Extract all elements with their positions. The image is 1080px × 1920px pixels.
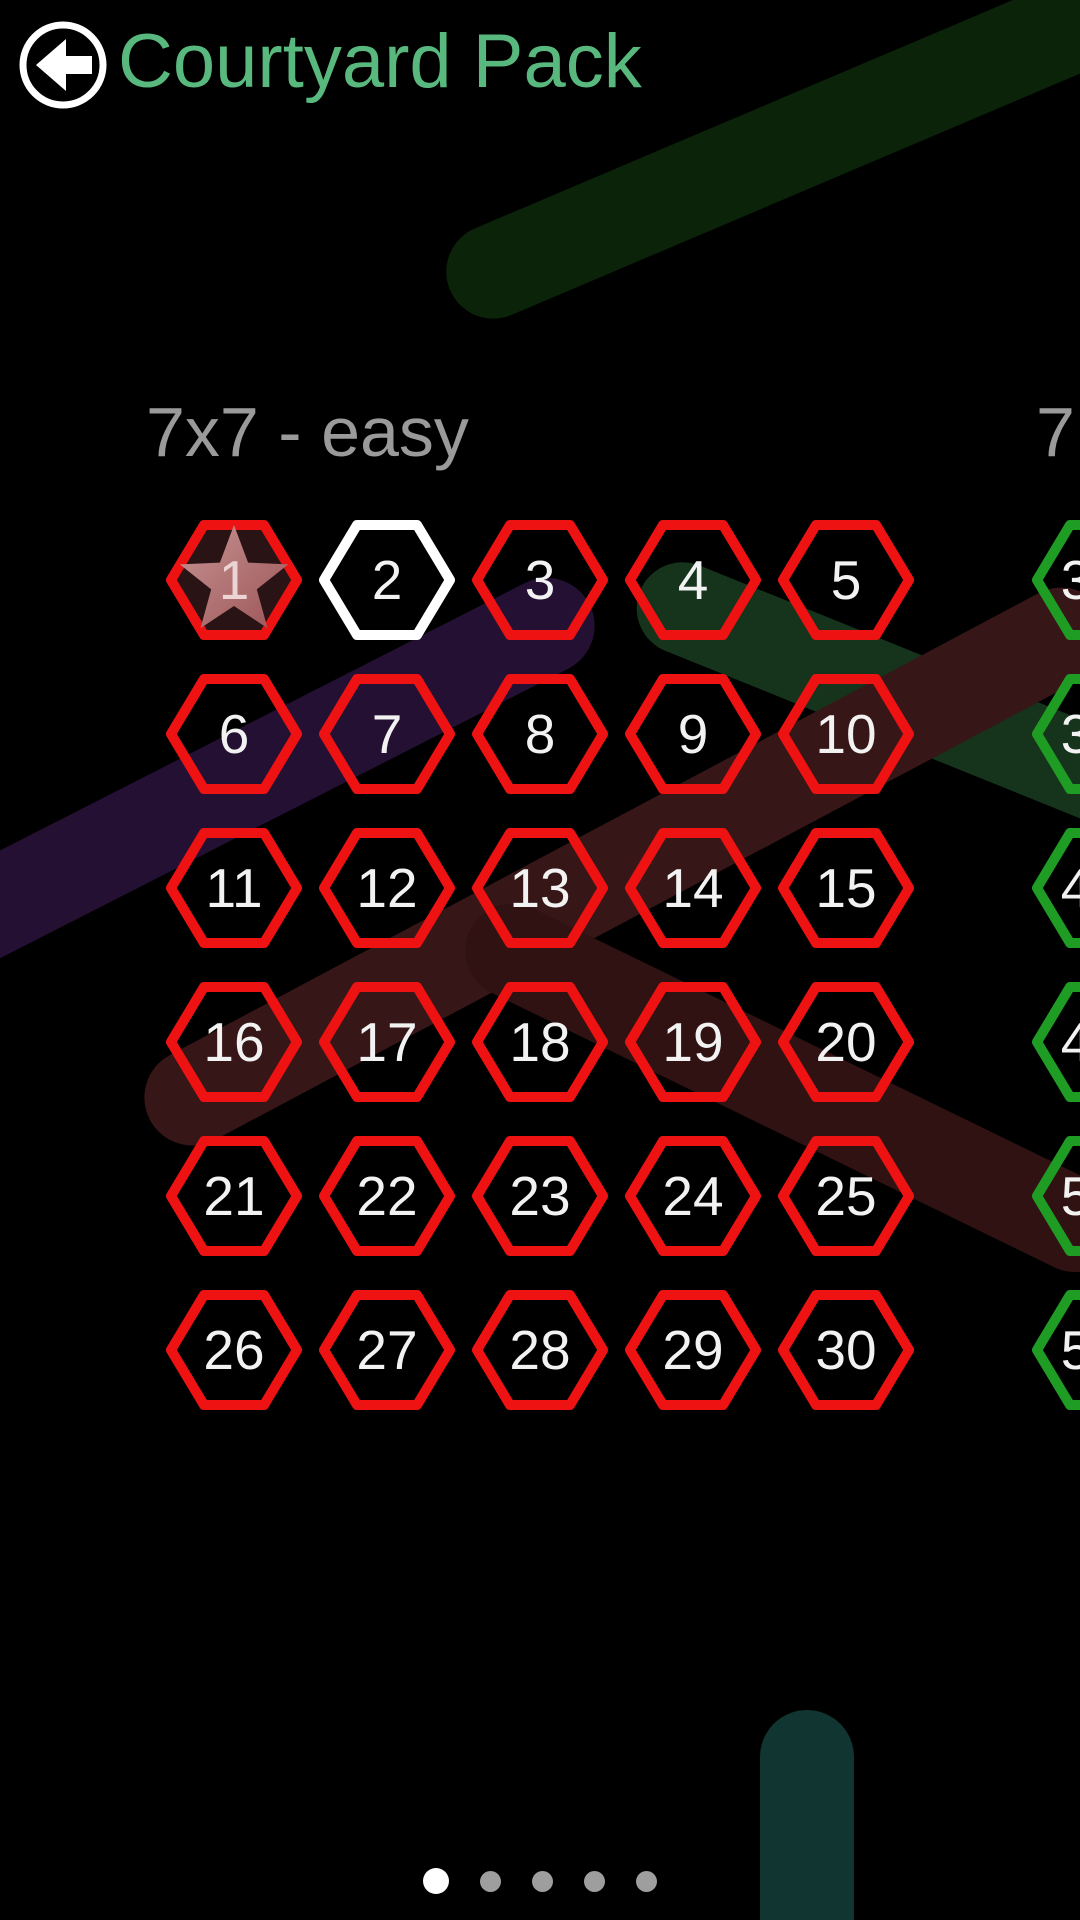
level-number: 4 [1060,856,1080,919]
level-24[interactable]: 24 [623,1134,763,1258]
level-12[interactable]: 12 [317,826,457,950]
arrow-left-circle-icon [16,18,110,112]
next-page-level-partial[interactable]: 3 [1030,518,1080,642]
level-30[interactable]: 30 [776,1288,916,1412]
level-29[interactable]: 29 [623,1288,763,1412]
level-17[interactable]: 17 [317,980,457,1104]
level-25[interactable]: 25 [776,1134,916,1258]
next-page-level-partial[interactable]: 4 [1030,826,1080,950]
next-section-title-partial: 7 [1036,393,1075,471]
level-22[interactable]: 22 [317,1134,457,1258]
level-number: 6 [218,702,250,765]
level-23[interactable]: 23 [470,1134,610,1258]
level-14[interactable]: 14 [623,826,763,950]
level-1[interactable]: 1 [164,518,304,642]
level-number: 3 [1060,548,1080,611]
level-number: 11 [205,856,263,919]
level-2[interactable]: 2 [317,518,457,642]
level-3[interactable]: 3 [470,518,610,642]
level-number: 4 [677,548,709,611]
next-page-level-partial[interactable]: 5 [1030,1288,1080,1412]
level-number: 27 [356,1318,418,1381]
level-21[interactable]: 21 [164,1134,304,1258]
level-9[interactable]: 9 [623,672,763,796]
level-number: 1 [218,548,250,611]
level-number: 15 [815,856,877,919]
level-number: 7 [371,702,403,765]
page-dot-1[interactable] [423,1868,449,1894]
level-number: 8 [524,702,556,765]
level-11[interactable]: 11 [164,826,304,950]
level-number: 13 [509,856,571,919]
level-number: 22 [356,1164,418,1227]
level-18[interactable]: 18 [470,980,610,1104]
page-indicator [0,1868,1080,1894]
level-number: 4 [1060,1010,1080,1073]
level-number: 28 [509,1318,571,1381]
level-number: 3 [1060,702,1080,765]
level-number: 14 [662,856,724,919]
level-20[interactable]: 20 [776,980,916,1104]
level-number: 5 [1060,1164,1080,1227]
level-number: 18 [509,1010,571,1073]
next-page-level-partial[interactable]: 3 [1030,672,1080,796]
level-number: 30 [815,1318,877,1381]
level-27[interactable]: 27 [317,1288,457,1412]
level-15[interactable]: 15 [776,826,916,950]
level-number: 26 [203,1318,265,1381]
star-icon [179,525,289,629]
page-dot-2[interactable] [480,1870,501,1892]
page-dot-5[interactable] [636,1870,657,1892]
level-7[interactable]: 7 [317,672,457,796]
back-button[interactable] [16,18,110,112]
level-number: 23 [509,1164,571,1227]
level-19[interactable]: 19 [623,980,763,1104]
level-number: 24 [662,1164,724,1227]
level-28[interactable]: 28 [470,1288,610,1412]
level-number: 3 [524,548,556,611]
level-number: 9 [677,702,709,765]
next-page-level-partial[interactable]: 5 [1030,1134,1080,1258]
level-number: 19 [662,1010,724,1073]
level-number: 21 [203,1164,265,1227]
level-16[interactable]: 16 [164,980,304,1104]
level-number: 25 [815,1164,877,1227]
level-10[interactable]: 10 [776,672,916,796]
page-dot-3[interactable] [532,1870,553,1892]
level-5[interactable]: 5 [776,518,916,642]
page-title: Courtyard Pack [118,19,642,104]
level-number: 17 [356,1010,418,1073]
level-number: 5 [1060,1318,1080,1381]
section-title: 7x7 - easy [146,393,469,471]
level-26[interactable]: 26 [164,1288,304,1412]
level-8[interactable]: 8 [470,672,610,796]
level-number: 29 [662,1318,724,1381]
level-6[interactable]: 6 [164,672,304,796]
next-page-level-partial[interactable]: 4 [1030,980,1080,1104]
level-number: 5 [830,548,862,611]
level-13[interactable]: 13 [470,826,610,950]
level-number: 12 [356,856,418,919]
level-4[interactable]: 4 [623,518,763,642]
level-number: 16 [203,1010,265,1073]
level-number: 10 [815,702,877,765]
level-number: 20 [815,1010,877,1073]
page-dot-4[interactable] [584,1870,605,1892]
decor-teal-bar [760,1710,854,1920]
level-number: 2 [371,548,403,611]
